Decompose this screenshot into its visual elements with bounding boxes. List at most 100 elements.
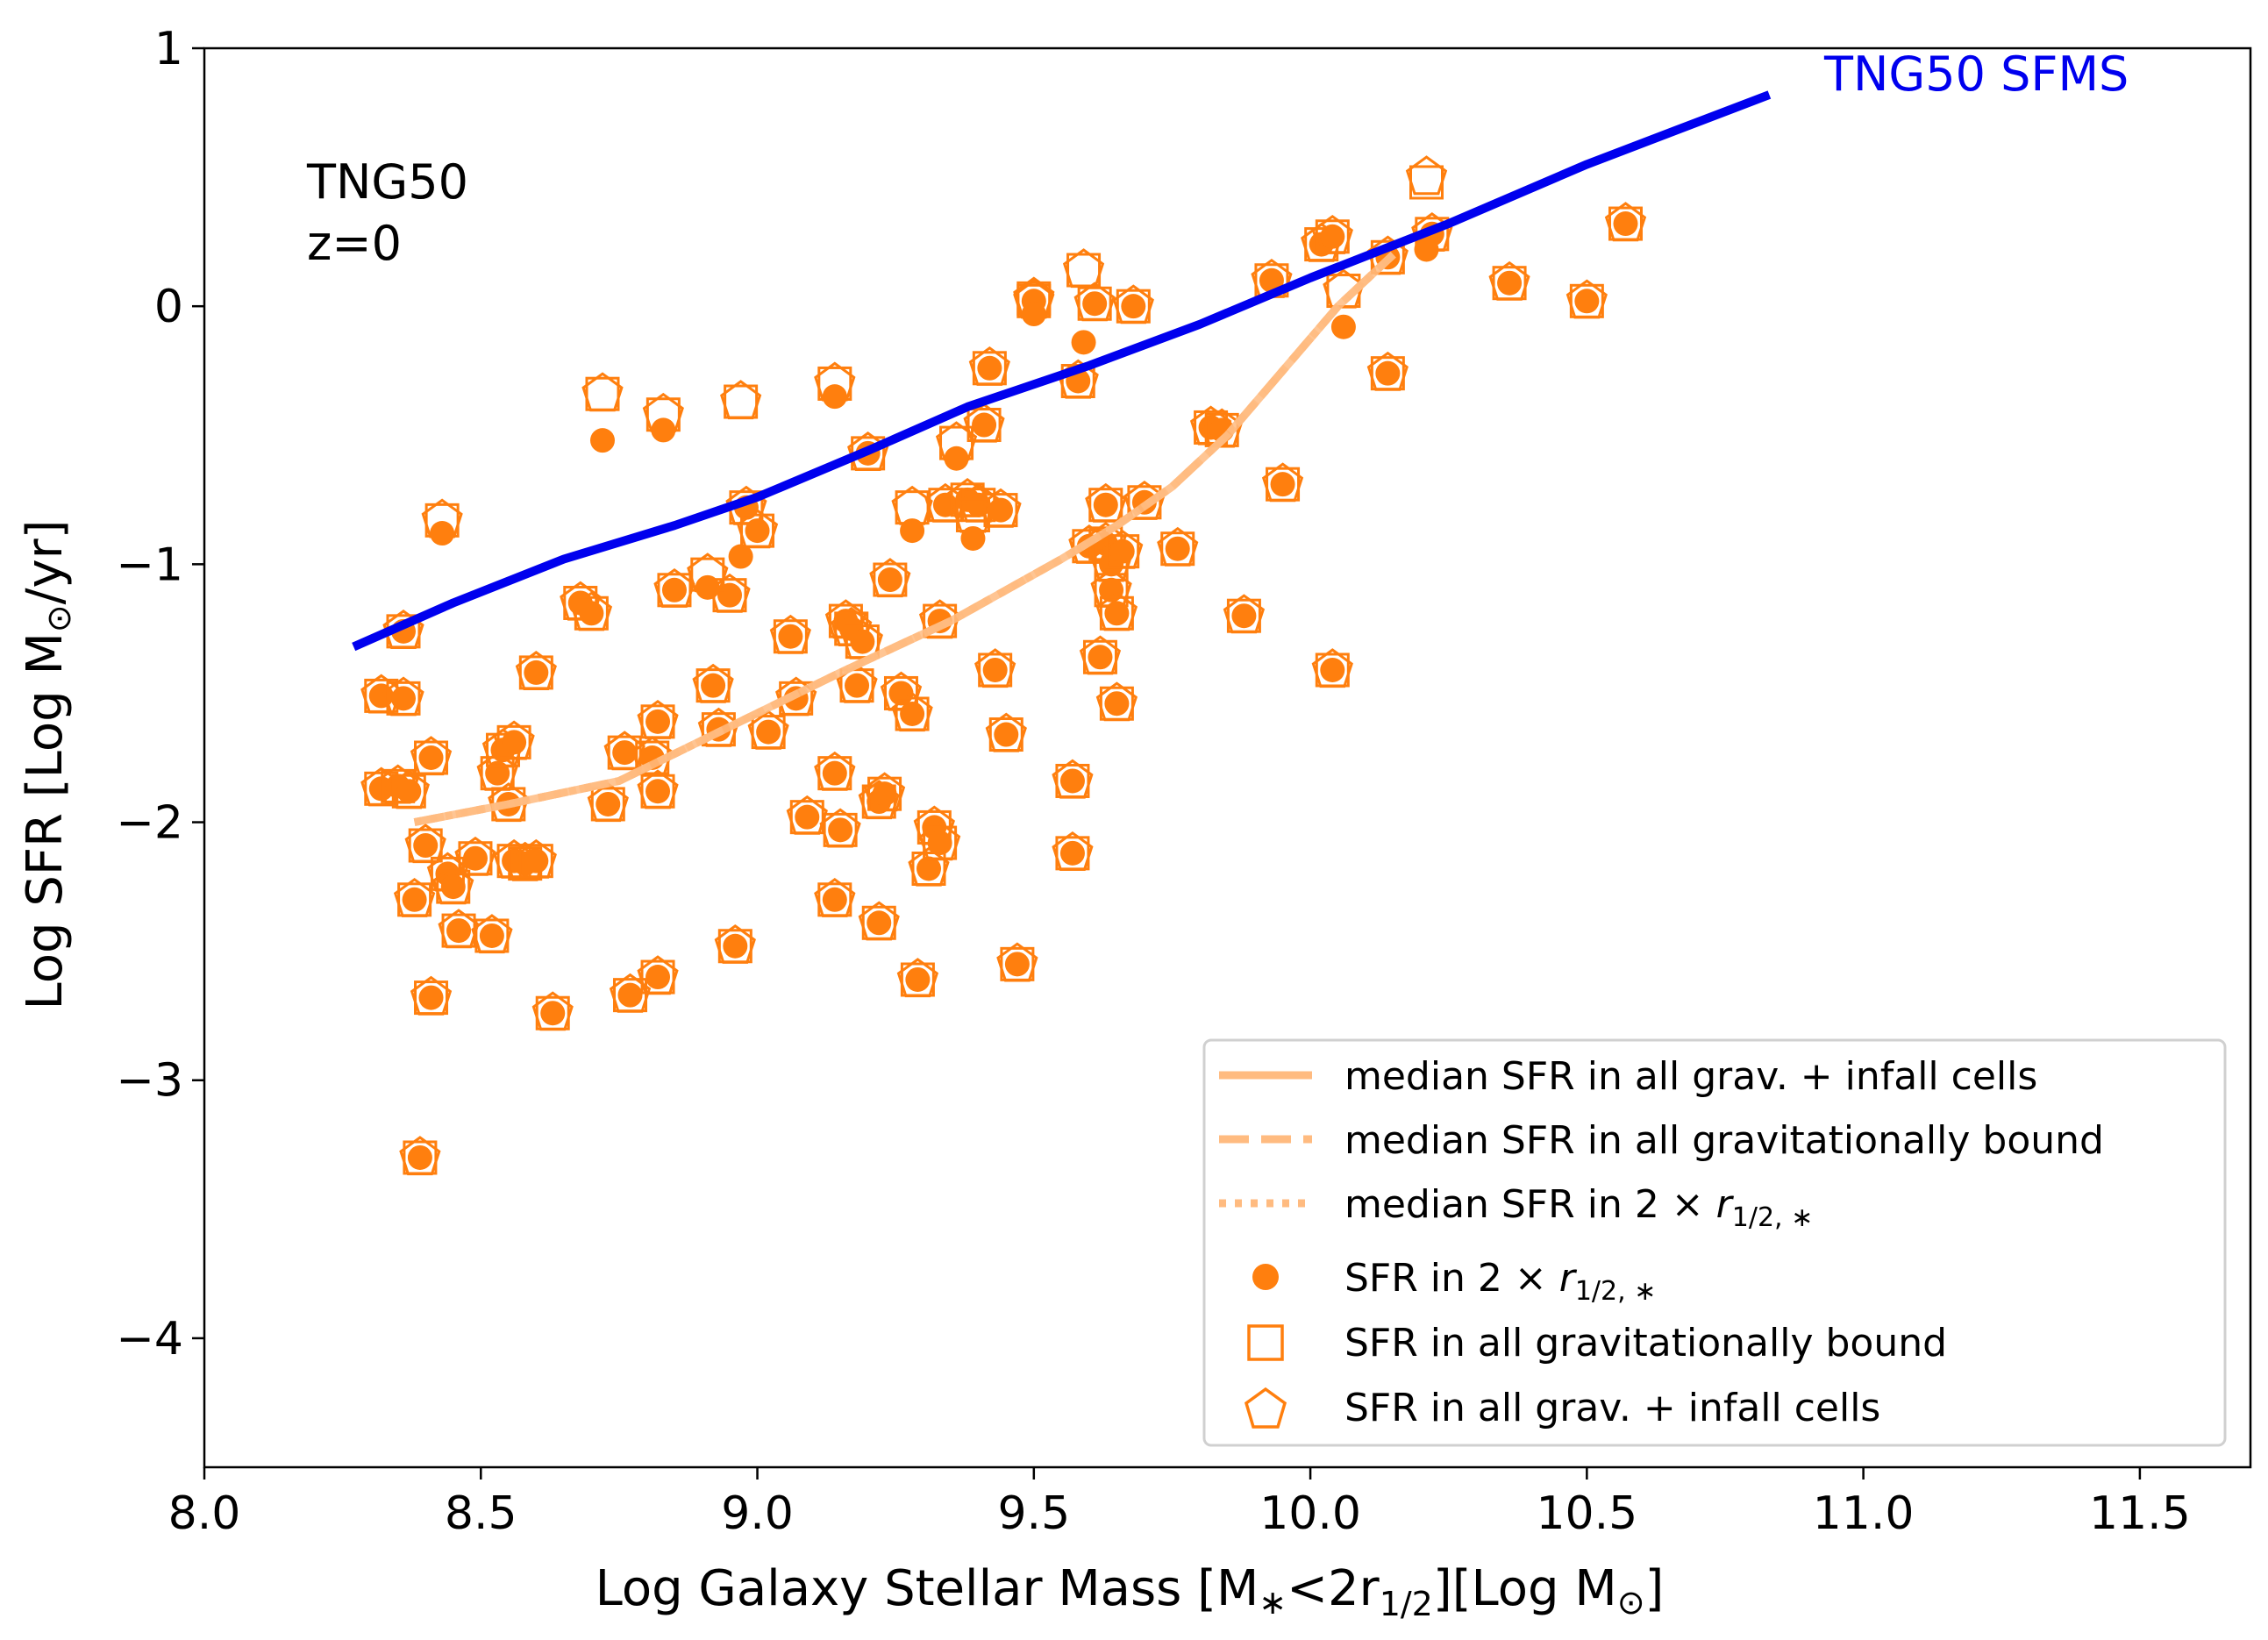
- marker-circle: [877, 567, 902, 593]
- marker-circle: [1104, 691, 1130, 717]
- marker-circle: [524, 660, 549, 685]
- marker-square: [403, 1140, 438, 1175]
- legend: median SFR in all grav. + infall cells m…: [1202, 1038, 2227, 1447]
- marker-square: [773, 619, 808, 654]
- marker-square: [386, 681, 421, 716]
- marker-circle: [1088, 645, 1113, 670]
- marker-circle: [407, 1144, 432, 1170]
- marker-circle: [927, 831, 952, 856]
- marker-circle: [430, 521, 455, 546]
- legend-label-circle: SFR in 2 × r1/2, ∗: [1344, 1256, 1656, 1307]
- y-axis-title: Log SFR [Log M⊙/yr]: [17, 519, 78, 1009]
- marker-circle: [723, 933, 748, 959]
- marker-circle: [1259, 267, 1284, 293]
- marker-square: [1266, 467, 1301, 502]
- marker-square: [574, 595, 609, 631]
- legend-label-dashed: median SFR in all gravitationally bound: [1344, 1118, 2104, 1163]
- x-tick-label: 8.5: [445, 1487, 517, 1540]
- marker-square: [1000, 946, 1035, 981]
- marker-square: [585, 376, 620, 411]
- marker-square: [873, 562, 908, 597]
- marker-square: [845, 624, 880, 660]
- marker-square: [1315, 652, 1350, 688]
- marker-circle: [1270, 472, 1295, 497]
- y-tick-label: −3: [116, 1055, 183, 1108]
- marker-circle: [905, 966, 931, 992]
- y-tick-label: −4: [116, 1313, 183, 1365]
- marker-square: [1204, 412, 1239, 447]
- marker-square: [474, 918, 510, 953]
- marker-circle: [1414, 237, 1439, 262]
- marker-circle: [972, 412, 997, 438]
- marker-circle: [1059, 840, 1085, 866]
- marker-square: [983, 493, 1018, 528]
- marker-circle: [446, 918, 472, 944]
- marker-square: [861, 905, 896, 940]
- marker-circle: [944, 446, 969, 471]
- marker-circle: [850, 629, 875, 654]
- marker-square: [724, 384, 759, 419]
- marker-circle: [822, 760, 847, 786]
- marker-circle: [756, 719, 781, 745]
- marker-circle: [502, 730, 527, 755]
- plot-frame: [203, 46, 2252, 1469]
- marker-circle: [418, 985, 444, 1010]
- marker-square: [1055, 763, 1090, 798]
- marker-circle: [1320, 224, 1345, 249]
- marker-square: [640, 959, 675, 995]
- marker-circle: [402, 887, 427, 912]
- marker-circle: [1071, 330, 1096, 355]
- marker-square: [839, 668, 874, 703]
- marker-circle: [916, 856, 942, 881]
- marker-circle: [612, 740, 638, 766]
- marker-square: [817, 882, 852, 917]
- marker-square: [397, 882, 432, 917]
- marker-circle: [982, 657, 1008, 682]
- marker-square: [414, 980, 449, 1016]
- marker-square: [966, 408, 1002, 443]
- marker-square: [1315, 219, 1350, 254]
- marker-circle: [728, 544, 753, 569]
- marker-square: [496, 724, 531, 759]
- marker-square: [436, 869, 471, 904]
- legend-marker-pentagon: [1244, 1387, 1287, 1429]
- marker-circle: [651, 417, 676, 443]
- marker-circle: [1574, 289, 1600, 314]
- marker-square: [1099, 686, 1134, 721]
- x-tick-label: 11.0: [1813, 1487, 1915, 1540]
- marker-circle: [390, 686, 416, 711]
- legend-label-solid: median SFR in all grav. + infall cells: [1344, 1054, 2037, 1099]
- sfms-label: TNG50 SFMS: [1823, 46, 2129, 102]
- marker-square: [657, 573, 692, 608]
- marker-circle: [589, 428, 615, 453]
- marker-square: [740, 513, 775, 548]
- marker-square: [518, 844, 553, 879]
- marker-square: [391, 774, 426, 809]
- x-tick-label: 10.0: [1259, 1487, 1361, 1540]
- y-tick-label: 1: [154, 23, 183, 75]
- marker-square: [518, 655, 553, 690]
- marker-square: [895, 696, 930, 731]
- marker-square: [414, 740, 449, 775]
- marker-square: [1088, 488, 1123, 523]
- marker-square: [1082, 639, 1117, 674]
- marker-square: [1160, 531, 1195, 567]
- marker-circle: [1497, 270, 1523, 296]
- marker-square: [1492, 266, 1527, 301]
- marker-square: [441, 913, 476, 948]
- marker-square: [1608, 206, 1643, 241]
- marker-circle: [645, 965, 671, 990]
- marker-circle: [645, 779, 671, 804]
- marker-circle: [1093, 492, 1118, 517]
- marker-circle: [1375, 360, 1401, 386]
- marker-square: [717, 929, 752, 964]
- marker-square: [867, 776, 902, 811]
- marker-circle: [828, 817, 853, 843]
- marker-circle: [440, 874, 466, 900]
- marker-square: [1127, 485, 1162, 520]
- marker-square: [789, 800, 824, 835]
- y-tick-label: −1: [116, 538, 183, 591]
- marker-circle: [778, 624, 803, 649]
- marker-circle: [1021, 302, 1046, 327]
